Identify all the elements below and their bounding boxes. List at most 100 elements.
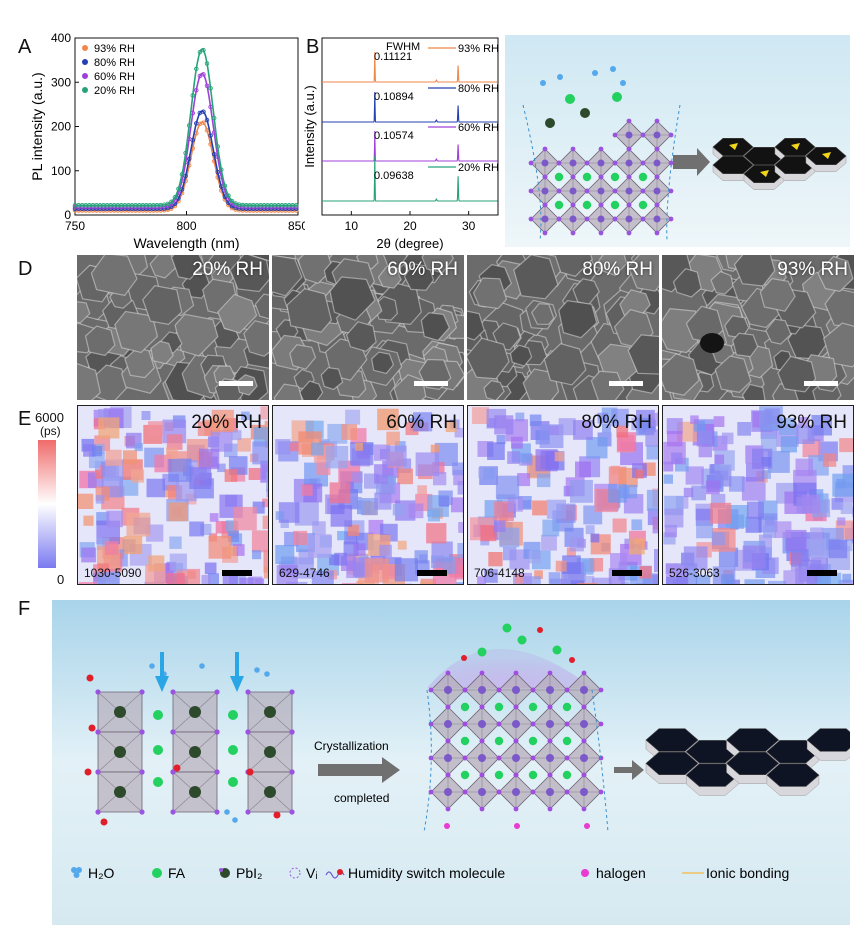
- halide-atom: [139, 689, 145, 695]
- water-molecule: [620, 80, 626, 86]
- halide-atom: [428, 721, 434, 727]
- pb-atom: [580, 788, 588, 796]
- pb-atom: [478, 754, 486, 762]
- legend-label: 93% RH: [94, 43, 135, 55]
- switch-molecule-head: [537, 627, 543, 633]
- switch-molecule-head: [246, 768, 254, 776]
- halide-atom: [564, 721, 570, 727]
- pl-data-point: [165, 201, 171, 207]
- scale-bar: [414, 381, 448, 386]
- halide-atom: [654, 230, 660, 236]
- fa-cation: [502, 623, 512, 633]
- fa-cation: [494, 770, 504, 780]
- halide-atom: [530, 789, 536, 795]
- pb-atom: [653, 159, 661, 167]
- h2o-icon: [73, 872, 80, 878]
- pbi2-particle: [114, 706, 126, 718]
- chart-a-ylabel: PL intensity (a.u.): [29, 72, 45, 180]
- boundary-left: [522, 104, 542, 241]
- halide-atom: [547, 670, 553, 676]
- scale-bar: [612, 570, 642, 576]
- pb-atom: [546, 686, 554, 694]
- pl-data-point: [183, 150, 188, 156]
- halide-atom: [654, 174, 660, 180]
- halide-atom: [581, 738, 587, 744]
- pb-atom: [512, 720, 520, 728]
- halide-atom: [581, 806, 587, 812]
- halide-atom: [570, 146, 576, 152]
- halide-atom: [289, 689, 295, 695]
- pl-data-point: [226, 193, 231, 198]
- pl-data-point: [204, 61, 210, 66]
- halide-atom: [654, 118, 660, 124]
- hexagon-top: [685, 763, 739, 787]
- halide-atom: [581, 704, 587, 710]
- halide-atom: [496, 687, 502, 693]
- halide-atom: [570, 230, 576, 236]
- halide-atom: [445, 772, 451, 778]
- hexagon-top: [712, 156, 754, 174]
- scale-bar: [222, 570, 252, 576]
- halide-atom: [547, 806, 553, 812]
- halide-atom: [170, 729, 176, 735]
- xrd-series-line: [322, 155, 498, 202]
- water-molecule: [224, 809, 230, 815]
- flim-humidity-label: 60% RH: [386, 412, 457, 433]
- legend-marker: [82, 59, 88, 65]
- colorbar-unit: (ps): [40, 424, 61, 438]
- halide-atom: [462, 789, 468, 795]
- sem-humidity-label: 93% RH: [777, 259, 848, 280]
- fwhm-value: 0.10894: [374, 91, 414, 103]
- fa-cation: [638, 200, 648, 210]
- down-arrow-icon: [155, 652, 244, 692]
- halide-atom: [496, 755, 502, 761]
- halide-atom: [139, 729, 145, 735]
- boundary-left-f: [423, 689, 432, 833]
- fa-cation: [528, 702, 538, 712]
- pb-atom: [541, 159, 549, 167]
- halide-atom: [584, 216, 590, 222]
- fwhm-value: 0.10574: [374, 130, 414, 142]
- colorbar-min: 0: [57, 572, 65, 587]
- pbi2-particle: [545, 118, 555, 128]
- switch-molecule-head: [84, 768, 92, 776]
- pb-atom: [512, 788, 520, 796]
- switch-molecule-head: [100, 818, 108, 826]
- h2o-icon: [71, 867, 77, 873]
- pl-data-point: [208, 85, 213, 91]
- halide-atom: [570, 174, 576, 180]
- pl-data-point: [204, 83, 210, 88]
- halide-atom: [95, 689, 101, 695]
- fa-cation: [610, 200, 620, 210]
- crystallization-arrow-icon: [318, 757, 400, 783]
- halide-atom: [598, 789, 604, 795]
- halide-atom: [245, 809, 251, 815]
- fa-cation: [460, 702, 470, 712]
- halide-atom: [612, 188, 618, 194]
- scale-bar: [219, 381, 253, 386]
- fa-cation: [477, 647, 487, 657]
- fa-cation: [610, 172, 620, 182]
- pbi2-particle: [189, 746, 201, 758]
- halide-atom: [445, 806, 451, 812]
- precursor-lattice: [84, 663, 295, 826]
- halide-atom: [598, 230, 604, 236]
- pb-atom: [546, 788, 554, 796]
- pl-data-point: [172, 195, 178, 200]
- pb-atom: [625, 131, 633, 139]
- halide-atom: [612, 160, 618, 166]
- flim-map: 93% RH 526-3063: [662, 405, 854, 585]
- crystallized-lattice: [428, 623, 604, 829]
- water-molecule: [232, 817, 238, 823]
- switch-molecule-head: [273, 811, 281, 819]
- pb-atom: [625, 215, 633, 223]
- halide-atom: [654, 202, 660, 208]
- pb-atom: [444, 720, 452, 728]
- pb-atom: [512, 686, 520, 694]
- y-tick-label: 0: [64, 208, 71, 222]
- legend-marker: [82, 45, 88, 51]
- pl-data-point: [194, 121, 199, 126]
- pb-atom: [625, 187, 633, 195]
- crystallization-label: Crystallization: [314, 739, 389, 753]
- pb-atom: [546, 754, 554, 762]
